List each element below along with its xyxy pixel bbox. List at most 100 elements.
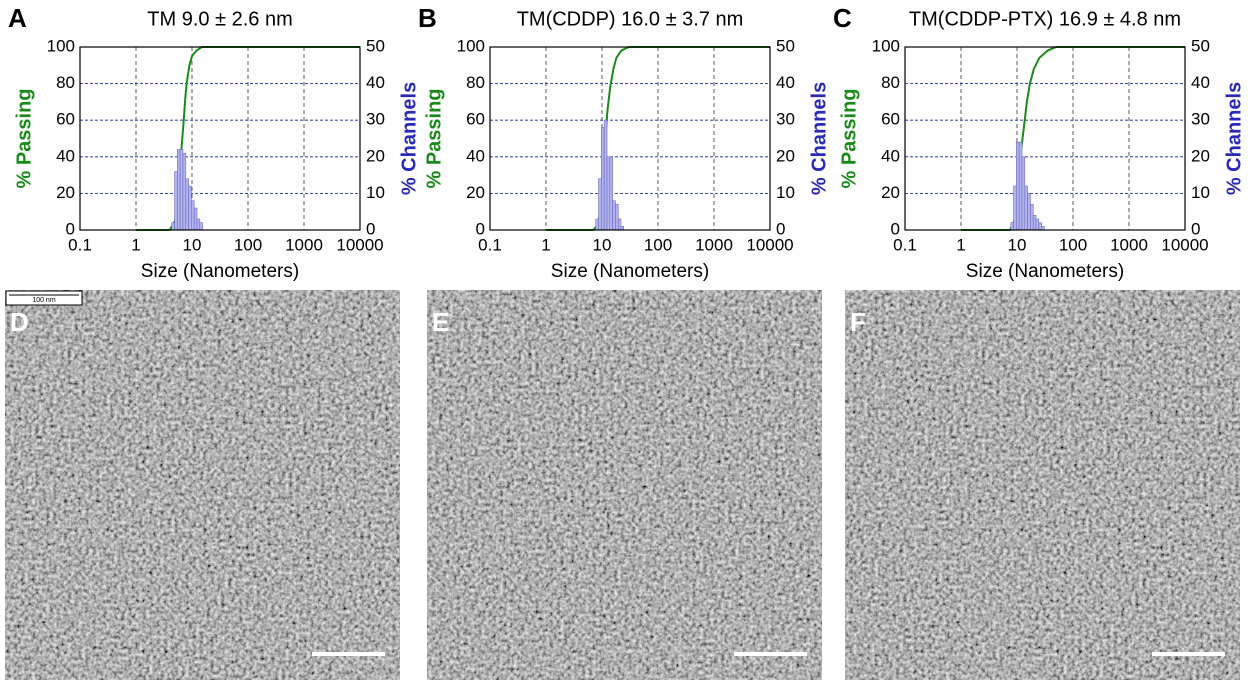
y2-tick-label: 10 — [366, 183, 385, 202]
histogram-bar — [609, 156, 613, 231]
histogram-bar — [1027, 193, 1031, 231]
y-axis-label: % Passing — [13, 88, 35, 188]
y2-axis-label: % Channels — [1223, 82, 1245, 195]
image-texture — [845, 290, 1240, 680]
y2-tick-label: 20 — [776, 146, 795, 165]
y2-tick-label: 10 — [1191, 183, 1210, 202]
y2-axis-label: % Channels — [808, 82, 830, 195]
y-tick-label: 100 — [47, 36, 75, 55]
x-tick-label: 100 — [644, 235, 672, 254]
y2-tick-label: 0 — [366, 219, 375, 238]
y-tick-label: 60 — [466, 110, 485, 129]
y-tick-label: 40 — [56, 146, 75, 165]
y-tick-label: 20 — [56, 183, 75, 202]
histogram-bar — [1010, 222, 1014, 231]
y-tick-label: 80 — [881, 73, 900, 92]
y2-tick-label: 40 — [366, 73, 385, 92]
y-tick-label: 0 — [891, 219, 900, 238]
y2-tick-label: 30 — [1191, 110, 1210, 129]
y-tick-label: 0 — [66, 219, 75, 238]
y2-tick-label: 50 — [1191, 36, 1210, 55]
y2-tick-label: 20 — [366, 146, 385, 165]
y2-tick-label: 50 — [776, 36, 795, 55]
plot-area — [490, 47, 770, 230]
histogram-bar — [1024, 185, 1028, 231]
x-tick-label: 1000 — [695, 235, 733, 254]
y2-tick-label: 50 — [366, 36, 385, 55]
y-tick-label: 80 — [466, 73, 485, 92]
chart-title: TM(CDDP) 16.0 ± 3.7 nm — [517, 8, 744, 30]
histogram-bar — [1021, 156, 1026, 231]
x-tick-label: 0.1 — [478, 235, 502, 254]
histogram-bar — [182, 152, 187, 231]
panel-label: D — [10, 307, 29, 337]
y-tick-label: 0 — [476, 219, 485, 238]
chart-title: TM(CDDP-PTX) 16.9 ± 4.8 nm — [909, 8, 1181, 30]
x-tick-label: 10000 — [336, 235, 383, 254]
x-tick-label: 1 — [541, 235, 550, 254]
y2-tick-label: 0 — [1191, 219, 1200, 238]
plot-frame — [79, 46, 361, 231]
histogram-bar — [615, 204, 619, 231]
histogram-bar — [598, 178, 602, 231]
x-tick-label: 10000 — [1161, 235, 1208, 254]
y-tick-label: 20 — [881, 183, 900, 202]
x-tick-label: 1000 — [1110, 235, 1148, 254]
panel-label: F — [850, 307, 866, 337]
histogram-bar — [196, 218, 201, 231]
x-tick-label: 10 — [183, 235, 202, 254]
y-tick-label: 40 — [466, 146, 485, 165]
scale-text: 100 nm — [32, 297, 56, 304]
panel-label: E — [432, 307, 449, 337]
plot-frame — [489, 46, 771, 231]
histogram-bar — [179, 149, 184, 231]
histogram-bar — [601, 127, 605, 231]
panel-label: A — [8, 3, 27, 33]
y2-tick-label: 40 — [1191, 73, 1210, 92]
histogram-bar — [612, 200, 616, 231]
tem-image: F — [845, 290, 1240, 680]
x-tick-label: 1 — [956, 235, 965, 254]
histogram-bar — [595, 218, 599, 231]
plot-area — [905, 47, 1185, 230]
x-tick-label: 10 — [593, 235, 612, 254]
y-axis-label: % Passing — [838, 88, 860, 188]
panel-label: C — [833, 3, 852, 33]
histogram-bar — [171, 222, 175, 231]
y-tick-label: 60 — [881, 110, 900, 129]
histogram-bar — [1016, 141, 1020, 231]
histogram-bar — [191, 200, 195, 231]
y-axis-label: % Passing — [423, 88, 445, 188]
y2-axis-label: % Channels — [398, 82, 420, 195]
x-tick-label: 100 — [234, 235, 262, 254]
y2-tick-label: 40 — [776, 73, 795, 92]
x-axis-label: Size (Nanometers) — [966, 261, 1124, 282]
x-tick-label: 10000 — [746, 235, 793, 254]
plot-area — [80, 47, 360, 230]
x-tick-label: 0.1 — [893, 235, 917, 254]
y-tick-label: 80 — [56, 73, 75, 92]
histogram-bar — [185, 178, 189, 231]
panel-label: B — [418, 3, 437, 33]
y2-tick-label: 10 — [776, 183, 795, 202]
x-tick-label: 1000 — [285, 235, 323, 254]
image-texture — [5, 290, 400, 680]
y2-tick-label: 20 — [1191, 146, 1210, 165]
histogram-bar — [193, 207, 198, 231]
x-tick-label: 100 — [1059, 235, 1087, 254]
plot-frame — [904, 46, 1186, 231]
histogram-bar — [1030, 204, 1034, 231]
image-texture — [427, 290, 822, 680]
histogram-bar — [606, 156, 611, 231]
x-tick-label: 1 — [131, 235, 140, 254]
y-tick-label: 100 — [457, 36, 485, 55]
y-tick-label: 60 — [56, 110, 75, 129]
histogram-bar — [603, 119, 608, 231]
histogram-bar — [188, 185, 192, 231]
x-axis-label: Size (Nanometers) — [141, 261, 299, 282]
x-tick-label: 0.1 — [68, 235, 92, 254]
histogram-bar — [1035, 218, 1039, 231]
tem-image: E — [427, 290, 822, 680]
